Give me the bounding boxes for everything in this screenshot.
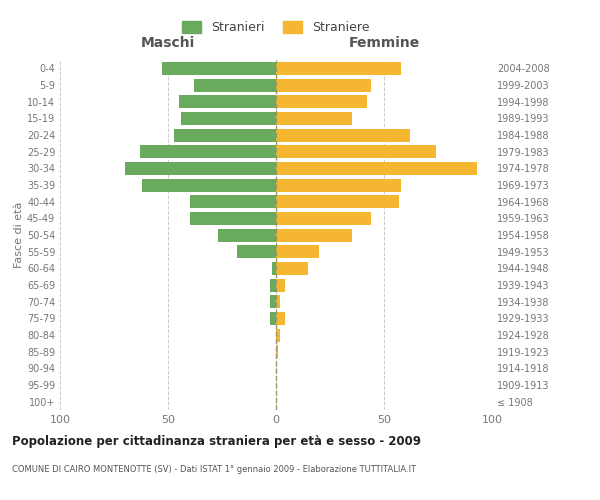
Bar xyxy=(269,295,276,308)
Bar xyxy=(175,128,276,141)
Bar xyxy=(276,78,371,92)
Bar xyxy=(276,328,280,342)
Bar xyxy=(276,295,280,308)
Bar xyxy=(276,62,401,75)
Bar xyxy=(125,162,276,175)
Bar xyxy=(218,228,276,241)
Text: Popolazione per cittadinanza straniera per età e sesso - 2009: Popolazione per cittadinanza straniera p… xyxy=(12,435,421,448)
Bar xyxy=(276,178,401,192)
Bar xyxy=(276,95,367,108)
Bar xyxy=(276,112,352,125)
Bar xyxy=(161,62,276,75)
Bar xyxy=(272,262,276,275)
Y-axis label: Fasce di età: Fasce di età xyxy=(14,202,24,268)
Bar xyxy=(276,195,399,208)
Bar xyxy=(190,212,276,225)
Bar xyxy=(194,78,276,92)
Bar xyxy=(269,278,276,291)
Bar xyxy=(237,245,276,258)
Legend: Stranieri, Straniere: Stranieri, Straniere xyxy=(182,21,370,34)
Bar xyxy=(276,128,410,141)
Bar xyxy=(276,345,278,358)
Bar xyxy=(276,228,352,241)
Bar xyxy=(276,245,319,258)
Bar xyxy=(276,278,284,291)
Bar xyxy=(276,145,436,158)
Bar xyxy=(276,262,308,275)
Bar xyxy=(269,312,276,325)
Text: COMUNE DI CAIRO MONTENOTTE (SV) - Dati ISTAT 1° gennaio 2009 - Elaborazione TUTT: COMUNE DI CAIRO MONTENOTTE (SV) - Dati I… xyxy=(12,465,416,474)
Bar xyxy=(179,95,276,108)
Bar xyxy=(276,162,477,175)
Bar xyxy=(181,112,276,125)
Bar xyxy=(140,145,276,158)
Bar xyxy=(190,195,276,208)
Bar xyxy=(276,212,371,225)
Bar xyxy=(276,312,284,325)
Text: Maschi: Maschi xyxy=(141,36,195,50)
Text: Femmine: Femmine xyxy=(349,36,419,50)
Bar xyxy=(142,178,276,192)
